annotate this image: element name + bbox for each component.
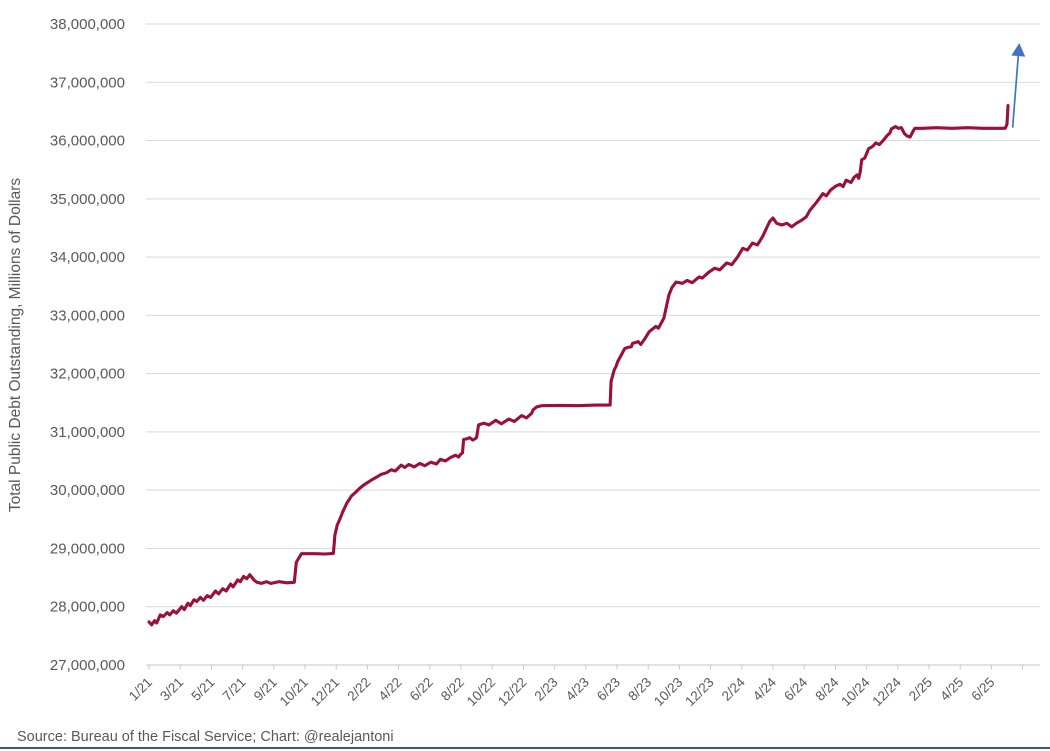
debt-series-line — [147, 104, 1010, 627]
x-axis-tick-label: 6/25 — [968, 675, 997, 704]
y-axis-tick-label: 34,000,000 — [50, 249, 125, 266]
x-axis-tick-label: 4/25 — [937, 675, 966, 704]
x-axis-tick-label: 6/23 — [594, 675, 623, 704]
x-axis-tick-label: 1/21 — [126, 675, 155, 704]
source-note: Source: Bureau of the Fiscal Service; Ch… — [17, 729, 394, 745]
x-axis-tick-label: 10/22 — [464, 675, 499, 710]
x-axis-tick-label: 2/25 — [906, 675, 935, 704]
y-axis-tick-label: 30,000,000 — [50, 482, 125, 499]
y-axis-tick-label: 29,000,000 — [50, 540, 125, 557]
x-axis-tick-label: 7/21 — [220, 675, 249, 704]
y-axis-tick-label: 27,000,000 — [50, 657, 125, 674]
x-axis-tick-label: 12/24 — [869, 674, 904, 709]
x-axis-tick-label: 10/23 — [651, 675, 686, 710]
y-axis-title: Total Public Debt Outstanding, Millions … — [7, 177, 24, 513]
x-axis-tick-label: 6/24 — [781, 674, 811, 704]
bottom-border-line — [0, 747, 1050, 749]
x-axis-tick-label: 4/23 — [563, 675, 592, 704]
x-axis-tick-label: 9/21 — [251, 675, 280, 704]
x-axis-tick-label: 12/23 — [682, 675, 717, 710]
x-axis-tick-label: 10/21 — [277, 675, 312, 710]
x-axis-tick-label: 6/22 — [407, 675, 436, 704]
x-axis-tick-label: 8/22 — [438, 675, 467, 704]
x-axis-tick-label: 3/21 — [157, 675, 186, 704]
x-axis-tick-label: 5/21 — [188, 675, 217, 704]
y-axis-tick-label: 33,000,000 — [50, 307, 125, 324]
y-axis-tick-label: 37,000,000 — [50, 74, 125, 91]
x-axis-tick-label: 2/24 — [719, 674, 749, 704]
x-axis-tick-label: 10/24 — [838, 674, 873, 709]
x-axis-tick-label: 8/23 — [625, 675, 654, 704]
x-axis-tick-label: 4/22 — [376, 675, 405, 704]
x-axis-tick-label: 8/24 — [812, 674, 842, 704]
x-axis-tick-label: 12/22 — [495, 675, 530, 710]
y-axis-tick-label: 35,000,000 — [50, 191, 125, 208]
x-axis-tick-label: 12/21 — [308, 675, 343, 710]
x-axis-tick-label: 2/23 — [532, 675, 561, 704]
y-axis-tick-label: 28,000,000 — [50, 599, 125, 616]
y-axis-tick-label: 38,000,000 — [50, 16, 125, 33]
y-axis-tick-label: 36,000,000 — [50, 133, 125, 150]
x-axis-tick-label: 4/24 — [750, 674, 780, 704]
y-axis-tick-label: 31,000,000 — [50, 424, 125, 441]
projection-arrow-shaft — [1011, 55, 1020, 128]
y-axis-tick-label: 32,000,000 — [50, 366, 125, 383]
projection-arrow-head-icon — [1011, 43, 1026, 57]
x-axis-tick-label: 2/22 — [344, 675, 373, 704]
